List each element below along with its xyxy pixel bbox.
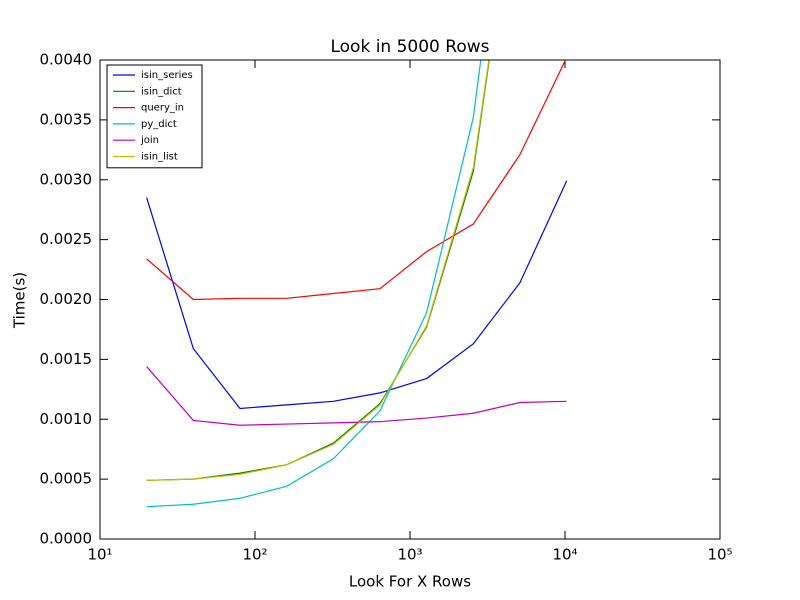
y-tick-label: 0.0035 — [40, 110, 93, 128]
y-tick-label: 0.0010 — [40, 410, 93, 428]
x-tick-label: 10¹ — [87, 546, 112, 564]
x-tick-label: 10⁴ — [552, 546, 577, 564]
x-tick-label: 10³ — [397, 546, 422, 564]
y-axis-label: Time(s) — [11, 272, 29, 329]
y-tick-label: 0.0030 — [40, 170, 93, 188]
y-tick-label: 0.0005 — [40, 470, 93, 488]
series-line — [146, 366, 567, 426]
y-tick-label: 0.0000 — [40, 530, 93, 548]
legend-label: isin_dict — [141, 86, 182, 97]
chart-title: Look in 5000 Rows — [330, 37, 489, 57]
plot-frame — [99, 59, 721, 540]
series-line — [146, 60, 490, 481]
legend-label: isin_list — [141, 152, 178, 163]
legend-label: isin_series — [141, 70, 193, 81]
legend-label: py_dict — [141, 119, 177, 130]
legend-label: query_in — [141, 103, 184, 114]
y-tick-label: 0.0015 — [40, 350, 93, 368]
x-axis-label: Look For X Rows — [349, 573, 471, 591]
legend-box — [106, 64, 203, 169]
y-tick-label: 0.0040 — [40, 51, 93, 69]
series-line — [146, 60, 490, 481]
y-tick-label: 0.0020 — [40, 290, 93, 308]
x-tick-label: 10⁵ — [707, 546, 732, 564]
series-line — [146, 60, 482, 508]
y-tick-label: 0.0025 — [40, 230, 93, 248]
legend-label: join — [140, 135, 159, 146]
series-line — [146, 180, 568, 410]
series-line — [146, 60, 567, 301]
x-tick-label: 10² — [242, 546, 267, 564]
